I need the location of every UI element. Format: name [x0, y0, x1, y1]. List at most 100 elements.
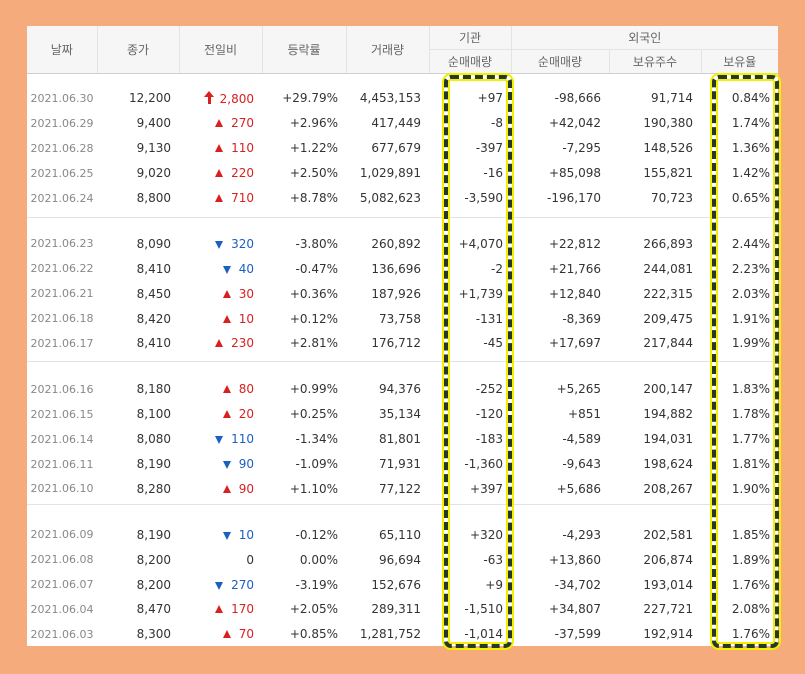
cell-rate: +2.50% — [289, 166, 338, 181]
triangle-up-icon — [222, 289, 231, 298]
cell-volume: 5,082,623 — [359, 191, 421, 205]
cell-close: 8,080 — [136, 432, 171, 447]
cell-foreign-net: +34,807 — [548, 602, 601, 617]
cell-rate: +0.12% — [289, 311, 338, 326]
cell-date: 2021.06.29 — [30, 116, 94, 130]
cell-close: 8,800 — [136, 191, 171, 205]
cell-institution-net: -397 — [475, 141, 503, 156]
triangle-down-icon — [222, 531, 231, 540]
table-row: 2021.06.16 8,180 80 +0.99% 94,376 -252 +5,265 2… — [27, 377, 778, 402]
cell-rate: +2.81% — [289, 336, 338, 351]
cell-foreign-ratio: 1.36% — [731, 141, 771, 156]
table-row: 2021.06.07 8,200 270 -3.19% 152,676 +9 -34,702… — [27, 572, 778, 597]
triangle-down-icon — [215, 436, 224, 445]
triangle-up-icon — [215, 194, 224, 202]
cell-volume: 96,694 — [379, 552, 421, 567]
cell-close: 8,470 — [136, 602, 171, 617]
cell-institution-net: -1,014 — [464, 627, 503, 642]
cell-institution-net: +97 — [477, 91, 503, 106]
cell-rate: 0.00% — [299, 552, 338, 567]
cell-rate: +0.85% — [289, 627, 338, 642]
cell-rate: -1.34% — [295, 432, 338, 447]
cell-volume: 260,892 — [371, 236, 421, 251]
cell-foreign-net: -4,293 — [562, 527, 601, 542]
cell-change-value: 90 — [238, 481, 254, 496]
triangle-down-icon — [222, 265, 231, 274]
table-row: 2021.06.30 12,200 2,800 +29.79% 4,453,153 +97… — [27, 86, 778, 111]
cell-foreign-net: +851 — [568, 407, 601, 422]
cell-close: 8,300 — [136, 627, 171, 642]
cell-foreign-shares: 155,821 — [643, 166, 693, 181]
cell-foreign-net: +13,860 — [548, 552, 601, 567]
header-rate: 등락률 — [261, 26, 346, 74]
cell-institution-net: +4,070 — [458, 236, 503, 251]
cell-date: 2021.06.17 — [30, 336, 94, 350]
cell-date: 2021.06.03 — [30, 627, 94, 641]
cell-date: 2021.06.28 — [30, 141, 94, 155]
cell-foreign-shares: 148,526 — [643, 141, 693, 156]
triangle-up-icon — [222, 630, 231, 639]
cell-close: 8,410 — [136, 336, 171, 351]
cell-institution-net: -1,510 — [464, 602, 503, 617]
cell-foreign-net: +5,265 — [556, 382, 601, 397]
table-row: 2021.06.23 8,090 320 -3.80% 260,892 +4,070 +22… — [27, 231, 778, 256]
table-row: 2021.06.10 8,280 90 +1.10% 77,122 +397 +5,686 2… — [27, 476, 778, 501]
cell-foreign-net: -196,170 — [547, 191, 601, 205]
cell-foreign-shares: 91,714 — [651, 91, 693, 106]
cell-change: 0 — [179, 547, 262, 572]
cell-date: 2021.06.16 — [30, 382, 94, 396]
header-foreign-shares: 보유주수 — [608, 49, 701, 74]
table-row: 2021.06.21 8,450 30 +0.36% 187,926 +1,739 +12,… — [27, 281, 778, 306]
cell-foreign-ratio: 1.76% — [731, 627, 771, 642]
cell-institution-net: -183 — [475, 432, 503, 447]
cell-change-value: 320 — [231, 236, 254, 251]
cell-change: 170 — [179, 597, 262, 622]
cell-foreign-ratio: 1.78% — [731, 407, 771, 422]
header-foreign-net: 순매매량 — [510, 49, 609, 74]
cell-volume: 73,758 — [379, 311, 421, 326]
cell-close: 8,410 — [136, 261, 171, 276]
cell-change: 90 — [179, 476, 262, 501]
cell-foreign-shares: 208,267 — [643, 481, 693, 496]
cell-institution-net: -131 — [475, 311, 503, 326]
cell-foreign-shares: 266,893 — [643, 236, 693, 251]
cell-foreign-ratio: 1.74% — [731, 116, 771, 131]
cell-foreign-shares: 222,315 — [643, 286, 693, 301]
cell-close: 8,190 — [136, 527, 171, 542]
cell-institution-net: -45 — [483, 336, 503, 351]
cell-change-value: 170 — [231, 602, 254, 617]
cell-date: 2021.06.09 — [30, 528, 94, 542]
cell-foreign-shares: 194,882 — [643, 407, 693, 422]
header-foreign-group: 외국인 — [510, 26, 778, 50]
cell-rate: +0.36% — [289, 286, 338, 301]
triangle-up-icon — [215, 605, 224, 614]
cell-date: 2021.06.10 — [30, 482, 94, 496]
group-spacer — [27, 74, 778, 87]
triangle-down-icon — [215, 581, 224, 590]
triangle-up-icon — [215, 119, 224, 128]
cell-foreign-net: -9,643 — [562, 457, 601, 472]
cell-foreign-net: -98,666 — [554, 91, 601, 106]
cell-volume: 289,311 — [371, 602, 421, 617]
header-foreign-ratio: 보유율 — [700, 49, 778, 74]
cell-rate: -0.47% — [295, 261, 338, 276]
cell-volume: 136,696 — [371, 261, 421, 276]
cell-rate: +0.25% — [289, 407, 338, 422]
cell-foreign-shares: 217,844 — [643, 336, 693, 351]
cell-date: 2021.06.11 — [30, 457, 94, 471]
cell-date: 2021.06.30 — [30, 91, 94, 105]
cell-foreign-shares: 227,721 — [643, 602, 693, 617]
cell-foreign-shares: 206,874 — [643, 552, 693, 567]
cell-close: 9,020 — [136, 166, 171, 181]
cell-volume: 677,679 — [371, 141, 421, 156]
cell-foreign-shares: 193,014 — [643, 577, 693, 592]
group-divider — [27, 504, 778, 505]
table-row: 2021.06.09 8,190 10 -0.12% 65,110 +320 -4,293 2… — [27, 522, 778, 547]
table-row: 2021.06.18 8,420 10 +0.12% 73,758 -131 -8,369 2… — [27, 306, 778, 331]
cell-close: 8,190 — [136, 457, 171, 472]
cell-institution-net: -3,590 — [464, 191, 503, 205]
cell-foreign-net: +17,697 — [548, 336, 601, 351]
cell-volume: 187,926 — [371, 286, 421, 301]
header-institution-net: 순매매량 — [428, 49, 511, 74]
cell-foreign-ratio: 1.85% — [731, 527, 771, 542]
